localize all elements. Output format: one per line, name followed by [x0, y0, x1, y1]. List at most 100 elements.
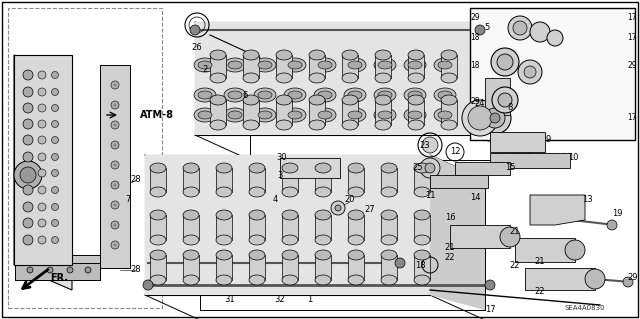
Ellipse shape: [183, 250, 199, 260]
Bar: [430, 175, 488, 188]
Bar: [490, 132, 545, 152]
Circle shape: [51, 88, 58, 95]
Bar: [455, 162, 510, 175]
Bar: [150, 215, 166, 240]
Circle shape: [335, 205, 341, 211]
Circle shape: [111, 81, 119, 89]
Bar: [441, 55, 457, 78]
Text: 18: 18: [470, 33, 480, 42]
Text: ATM-8: ATM-8: [140, 110, 174, 120]
Bar: [408, 55, 424, 78]
Bar: [216, 168, 232, 192]
Ellipse shape: [434, 58, 456, 72]
Text: 25: 25: [413, 164, 423, 173]
Circle shape: [38, 169, 46, 177]
Ellipse shape: [282, 235, 298, 245]
Circle shape: [565, 240, 585, 260]
Ellipse shape: [375, 50, 391, 60]
Ellipse shape: [309, 73, 325, 83]
Bar: [183, 255, 199, 280]
Bar: [276, 100, 292, 125]
Ellipse shape: [284, 88, 306, 102]
Circle shape: [47, 267, 53, 273]
Ellipse shape: [210, 50, 226, 60]
Text: 20: 20: [345, 196, 355, 204]
Text: 12: 12: [450, 147, 460, 157]
Ellipse shape: [404, 58, 426, 72]
Text: 13: 13: [582, 196, 592, 204]
Ellipse shape: [408, 120, 424, 130]
Bar: [414, 215, 430, 240]
Text: FR.: FR.: [50, 273, 68, 283]
Ellipse shape: [210, 120, 226, 130]
Text: 17: 17: [627, 114, 637, 122]
Circle shape: [113, 204, 116, 206]
Circle shape: [23, 119, 33, 129]
Bar: [150, 255, 166, 280]
Ellipse shape: [378, 91, 392, 99]
Circle shape: [113, 123, 116, 127]
Ellipse shape: [348, 91, 362, 99]
Ellipse shape: [198, 111, 212, 119]
Bar: [470, 8, 635, 140]
Circle shape: [111, 201, 119, 209]
Text: 8: 8: [508, 103, 513, 113]
Ellipse shape: [150, 235, 166, 245]
Circle shape: [38, 120, 46, 128]
Bar: [282, 215, 298, 240]
Bar: [276, 55, 292, 78]
Circle shape: [23, 218, 33, 228]
Bar: [375, 100, 391, 125]
Ellipse shape: [441, 50, 457, 60]
Ellipse shape: [348, 187, 364, 197]
Bar: [490, 153, 570, 168]
Ellipse shape: [183, 210, 199, 220]
Ellipse shape: [183, 163, 199, 173]
Bar: [216, 215, 232, 240]
Ellipse shape: [408, 95, 424, 105]
Bar: [381, 168, 397, 192]
Circle shape: [420, 158, 440, 178]
Bar: [15, 263, 100, 280]
Bar: [150, 168, 166, 192]
Circle shape: [38, 153, 46, 161]
Circle shape: [51, 204, 58, 211]
Ellipse shape: [288, 111, 302, 119]
Ellipse shape: [198, 61, 212, 69]
Text: 28: 28: [131, 265, 141, 275]
Circle shape: [492, 87, 518, 113]
Ellipse shape: [408, 91, 422, 99]
Circle shape: [113, 144, 116, 146]
Bar: [381, 255, 397, 280]
Circle shape: [395, 258, 405, 268]
Ellipse shape: [434, 88, 456, 102]
Ellipse shape: [150, 275, 166, 285]
Ellipse shape: [314, 108, 336, 122]
Text: 24: 24: [475, 99, 485, 108]
Ellipse shape: [315, 187, 331, 197]
Ellipse shape: [408, 73, 424, 83]
Circle shape: [23, 103, 33, 113]
Ellipse shape: [414, 187, 430, 197]
Ellipse shape: [150, 163, 166, 173]
Circle shape: [23, 202, 33, 212]
Ellipse shape: [408, 50, 424, 60]
Circle shape: [422, 137, 438, 153]
Ellipse shape: [378, 111, 392, 119]
Ellipse shape: [438, 111, 452, 119]
Circle shape: [113, 164, 116, 167]
Ellipse shape: [150, 187, 166, 197]
Ellipse shape: [198, 91, 212, 99]
Ellipse shape: [438, 61, 452, 69]
Bar: [249, 168, 265, 192]
Ellipse shape: [348, 210, 364, 220]
Bar: [348, 168, 364, 192]
Text: 6: 6: [243, 91, 248, 100]
Ellipse shape: [183, 275, 199, 285]
Circle shape: [38, 88, 46, 96]
Circle shape: [497, 54, 513, 70]
Ellipse shape: [282, 210, 298, 220]
Ellipse shape: [284, 58, 306, 72]
Circle shape: [485, 108, 505, 128]
Ellipse shape: [249, 210, 265, 220]
